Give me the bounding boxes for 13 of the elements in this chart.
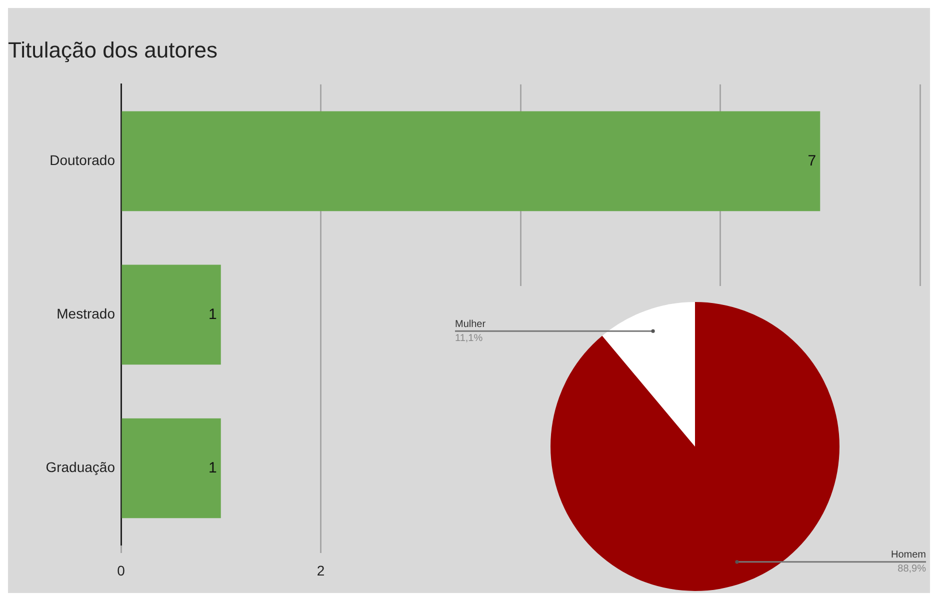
slice-label: Mulher xyxy=(455,318,486,330)
data-label: 88,9% xyxy=(898,564,926,575)
data-label: 1 xyxy=(208,459,217,476)
chart-title: Titulação dos autores xyxy=(8,37,218,62)
y-tick-label: Graduação xyxy=(46,459,116,476)
x-tick-label: 0 xyxy=(117,562,126,578)
y-tick-label: Mestrado xyxy=(56,306,116,322)
data-label: 1 xyxy=(208,306,217,323)
data-label: 11,1% xyxy=(455,332,483,344)
slice-label: Homem xyxy=(890,550,926,561)
x-tick-label: 2 xyxy=(316,562,325,578)
y-tick-label: Doutorado xyxy=(50,152,116,168)
data-label: 7 xyxy=(808,152,816,170)
